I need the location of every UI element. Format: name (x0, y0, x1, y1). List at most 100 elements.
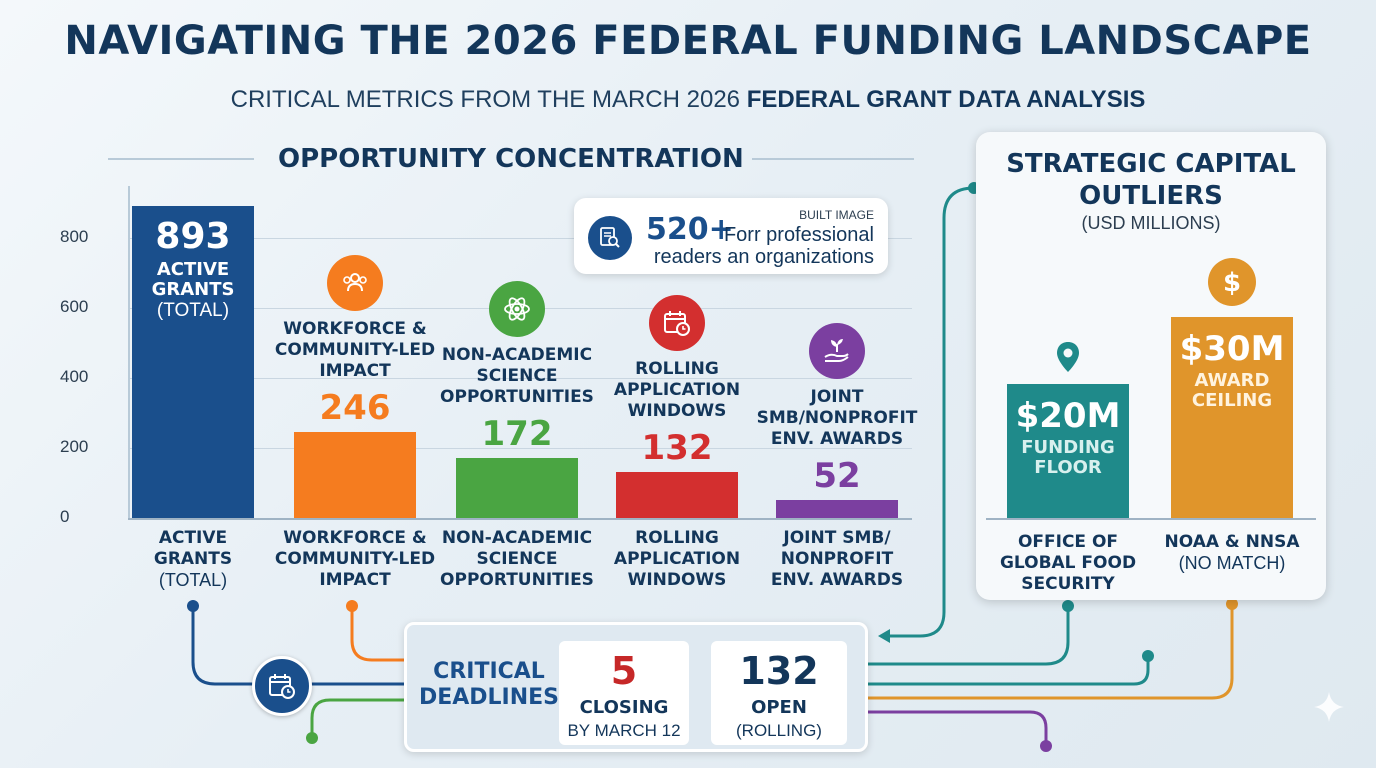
x-axis-line (128, 518, 912, 520)
atom-icon (489, 280, 545, 337)
callout-icon-circle (588, 216, 632, 260)
panel-title-line2: OUTLIERS (1079, 181, 1223, 211)
bar-inner-label: AWARD (1194, 369, 1270, 391)
x-tick-label-line: NON-ACADEMIC (441, 528, 593, 548)
calendar-clock-icon (649, 294, 705, 351)
callout-line2: readers an organizations (653, 246, 874, 268)
category-heading: WORKFORCE & COMMUNITY-LED IMPACT (270, 319, 440, 382)
bar-2 (456, 457, 578, 518)
x-axis-line (986, 518, 1316, 520)
x-tick-label: JOINT SMB/NONPROFIT ENV. AWARDS (747, 528, 927, 591)
category-heading: JOINT SMB/NONPROFIT ENV. AWARDS (752, 387, 922, 450)
category-heading-line: WORKFORCE & (283, 319, 427, 340)
gridline (128, 238, 912, 240)
category-heading-line: WINDOWS (627, 400, 727, 421)
data-label: $30M (1179, 328, 1285, 369)
connector-dot-gold (1226, 598, 1238, 610)
sparkle-icon (1314, 692, 1344, 722)
panel-subtitle: (USD MILLIONS) (1081, 213, 1221, 233)
data-label: 246 (319, 388, 391, 429)
connector-teal-a (862, 606, 1070, 666)
panel-title-line1: STRATEGIC CAPITAL (1006, 149, 1296, 179)
section-rule-left (108, 158, 254, 160)
subtitle-plain: CRITICAL METRICS FROM THE MARCH 2026 (230, 86, 747, 113)
critical-deadlines-box: CRITICAL DEADLINES 5 CLOSING BY MARCH 12… (404, 622, 868, 752)
category-heading-line: COMMUNITY-LED (274, 340, 436, 361)
category-heading-line: SCIENCE (476, 365, 558, 386)
callout-tag: BUILT IMAGE (799, 208, 874, 222)
hand-plant-icon-glyph (824, 338, 849, 362)
connector-dot-teal-b (1142, 650, 1154, 662)
x-tick-label: NOAA & NNSA (NO MATCH) (1147, 532, 1317, 574)
arrowhead-icon (878, 629, 890, 643)
category-heading-line: NON-ACADEMIC (441, 344, 593, 365)
x-tick-label-line: SCIENCE (476, 549, 558, 569)
connector-dot-orange (346, 600, 358, 612)
category-heading-line: ENV. AWARDS (770, 428, 904, 449)
bar-inner-label: GRANTS (151, 278, 235, 300)
connector-panel-arrow (882, 186, 975, 638)
page-subtitle: CRITICAL METRICS FROM THE MARCH 2026 FED… (0, 86, 1376, 114)
bar-4 (776, 499, 898, 518)
capital-outliers-chart: $20M FUNDING FLOOR OFFICE OF GLOBAL FOOD SECU… (976, 240, 1326, 600)
x-tick-label-line: ENV. AWARDS (770, 570, 904, 590)
dollar-sign-icon-glyph: $ (1208, 257, 1256, 306)
y-tick-label: 200 (60, 437, 89, 457)
page-title: NAVIGATING THE 2026 FEDERAL FUNDING LAND… (64, 18, 1312, 64)
bar-3 (616, 471, 738, 518)
bar-inner-label: FUNDING (1021, 436, 1115, 458)
y-tick-label: 800 (60, 227, 89, 247)
bar-inner-label: ACTIVE (156, 258, 230, 280)
data-label: 172 (481, 413, 553, 454)
x-tick-label: OFFICE OF GLOBAL FOOD SECURITY (983, 532, 1153, 595)
opportunity-title: OPPORTUNITY CONCENTRATION (278, 144, 744, 174)
capital-bar-1 (1171, 316, 1293, 518)
subtitle-bold: FEDERAL GRANT DATA ANALYSIS (746, 86, 1146, 113)
category-heading: ROLLING APPLICATION WINDOWS (592, 359, 762, 422)
category-heading-line: OPPORTUNITIES (440, 386, 594, 407)
connector-purple (862, 710, 1048, 746)
callout-value: 520+ (646, 212, 734, 247)
bar-inner-label: (TOTAL) (156, 299, 230, 321)
map-pin-icon-glyph (1057, 341, 1079, 372)
connector-dot-green (306, 732, 318, 744)
svg-text:$: $ (1223, 268, 1241, 298)
open-sub: (ROLLING) (736, 721, 822, 740)
x-tick-label-line: GLOBAL FOOD (999, 553, 1137, 573)
gridline (128, 378, 912, 380)
capital-bar-0 (1007, 383, 1129, 518)
x-tick-label-line: ROLLING (635, 528, 719, 548)
callout-card: 520+ BUILT IMAGE Forr professional reade… (574, 198, 888, 274)
bar-inner-label: CEILING (1191, 389, 1273, 411)
people-group-icon-glyph (343, 273, 367, 292)
open-card: 132 OPEN (ROLLING) (711, 641, 847, 745)
category-heading-line: JOINT (810, 386, 864, 407)
x-tick-label-line: WORKFORCE & (283, 528, 427, 548)
category-heading-line: SMB/NONPROFIT (756, 407, 918, 428)
y-tick-label: 400 (60, 367, 89, 387)
x-tick-label-line: OPPORTUNITIES (440, 570, 594, 590)
x-tick-label-line: NOAA & NNSA (1164, 532, 1300, 552)
y-tick-label: 600 (60, 297, 89, 317)
x-tick-label-line: JOINT SMB/ (783, 528, 891, 548)
panel-title: STRATEGIC CAPITAL OUTLIERS (976, 148, 1326, 212)
section-rule-right (752, 158, 914, 160)
closing-value: 5 (610, 649, 638, 693)
x-tick-label-line: OFFICE OF (1017, 532, 1119, 552)
data-label: 52 (813, 455, 861, 496)
closing-label: CLOSING (579, 697, 669, 718)
connector-orange (350, 606, 404, 662)
x-tick-label-line: SECURITY (1021, 574, 1115, 594)
category-heading-line: IMPACT (319, 361, 391, 382)
x-tick-label-line: APPLICATION (613, 549, 741, 569)
connector-dot-teal-a (1062, 600, 1074, 612)
category-heading-line: ROLLING (635, 358, 719, 379)
x-tick-label: ROLLING APPLICATION WINDOWS (587, 528, 767, 591)
connector-gold (862, 604, 1234, 700)
x-tick-label: NON-ACADEMIC SCIENCE OPPORTUNITIES (427, 528, 607, 591)
connector-dot-blue (187, 600, 199, 612)
gridline (128, 448, 912, 450)
bar-1 (294, 432, 416, 518)
closing-sub: BY MARCH 12 (567, 721, 681, 740)
